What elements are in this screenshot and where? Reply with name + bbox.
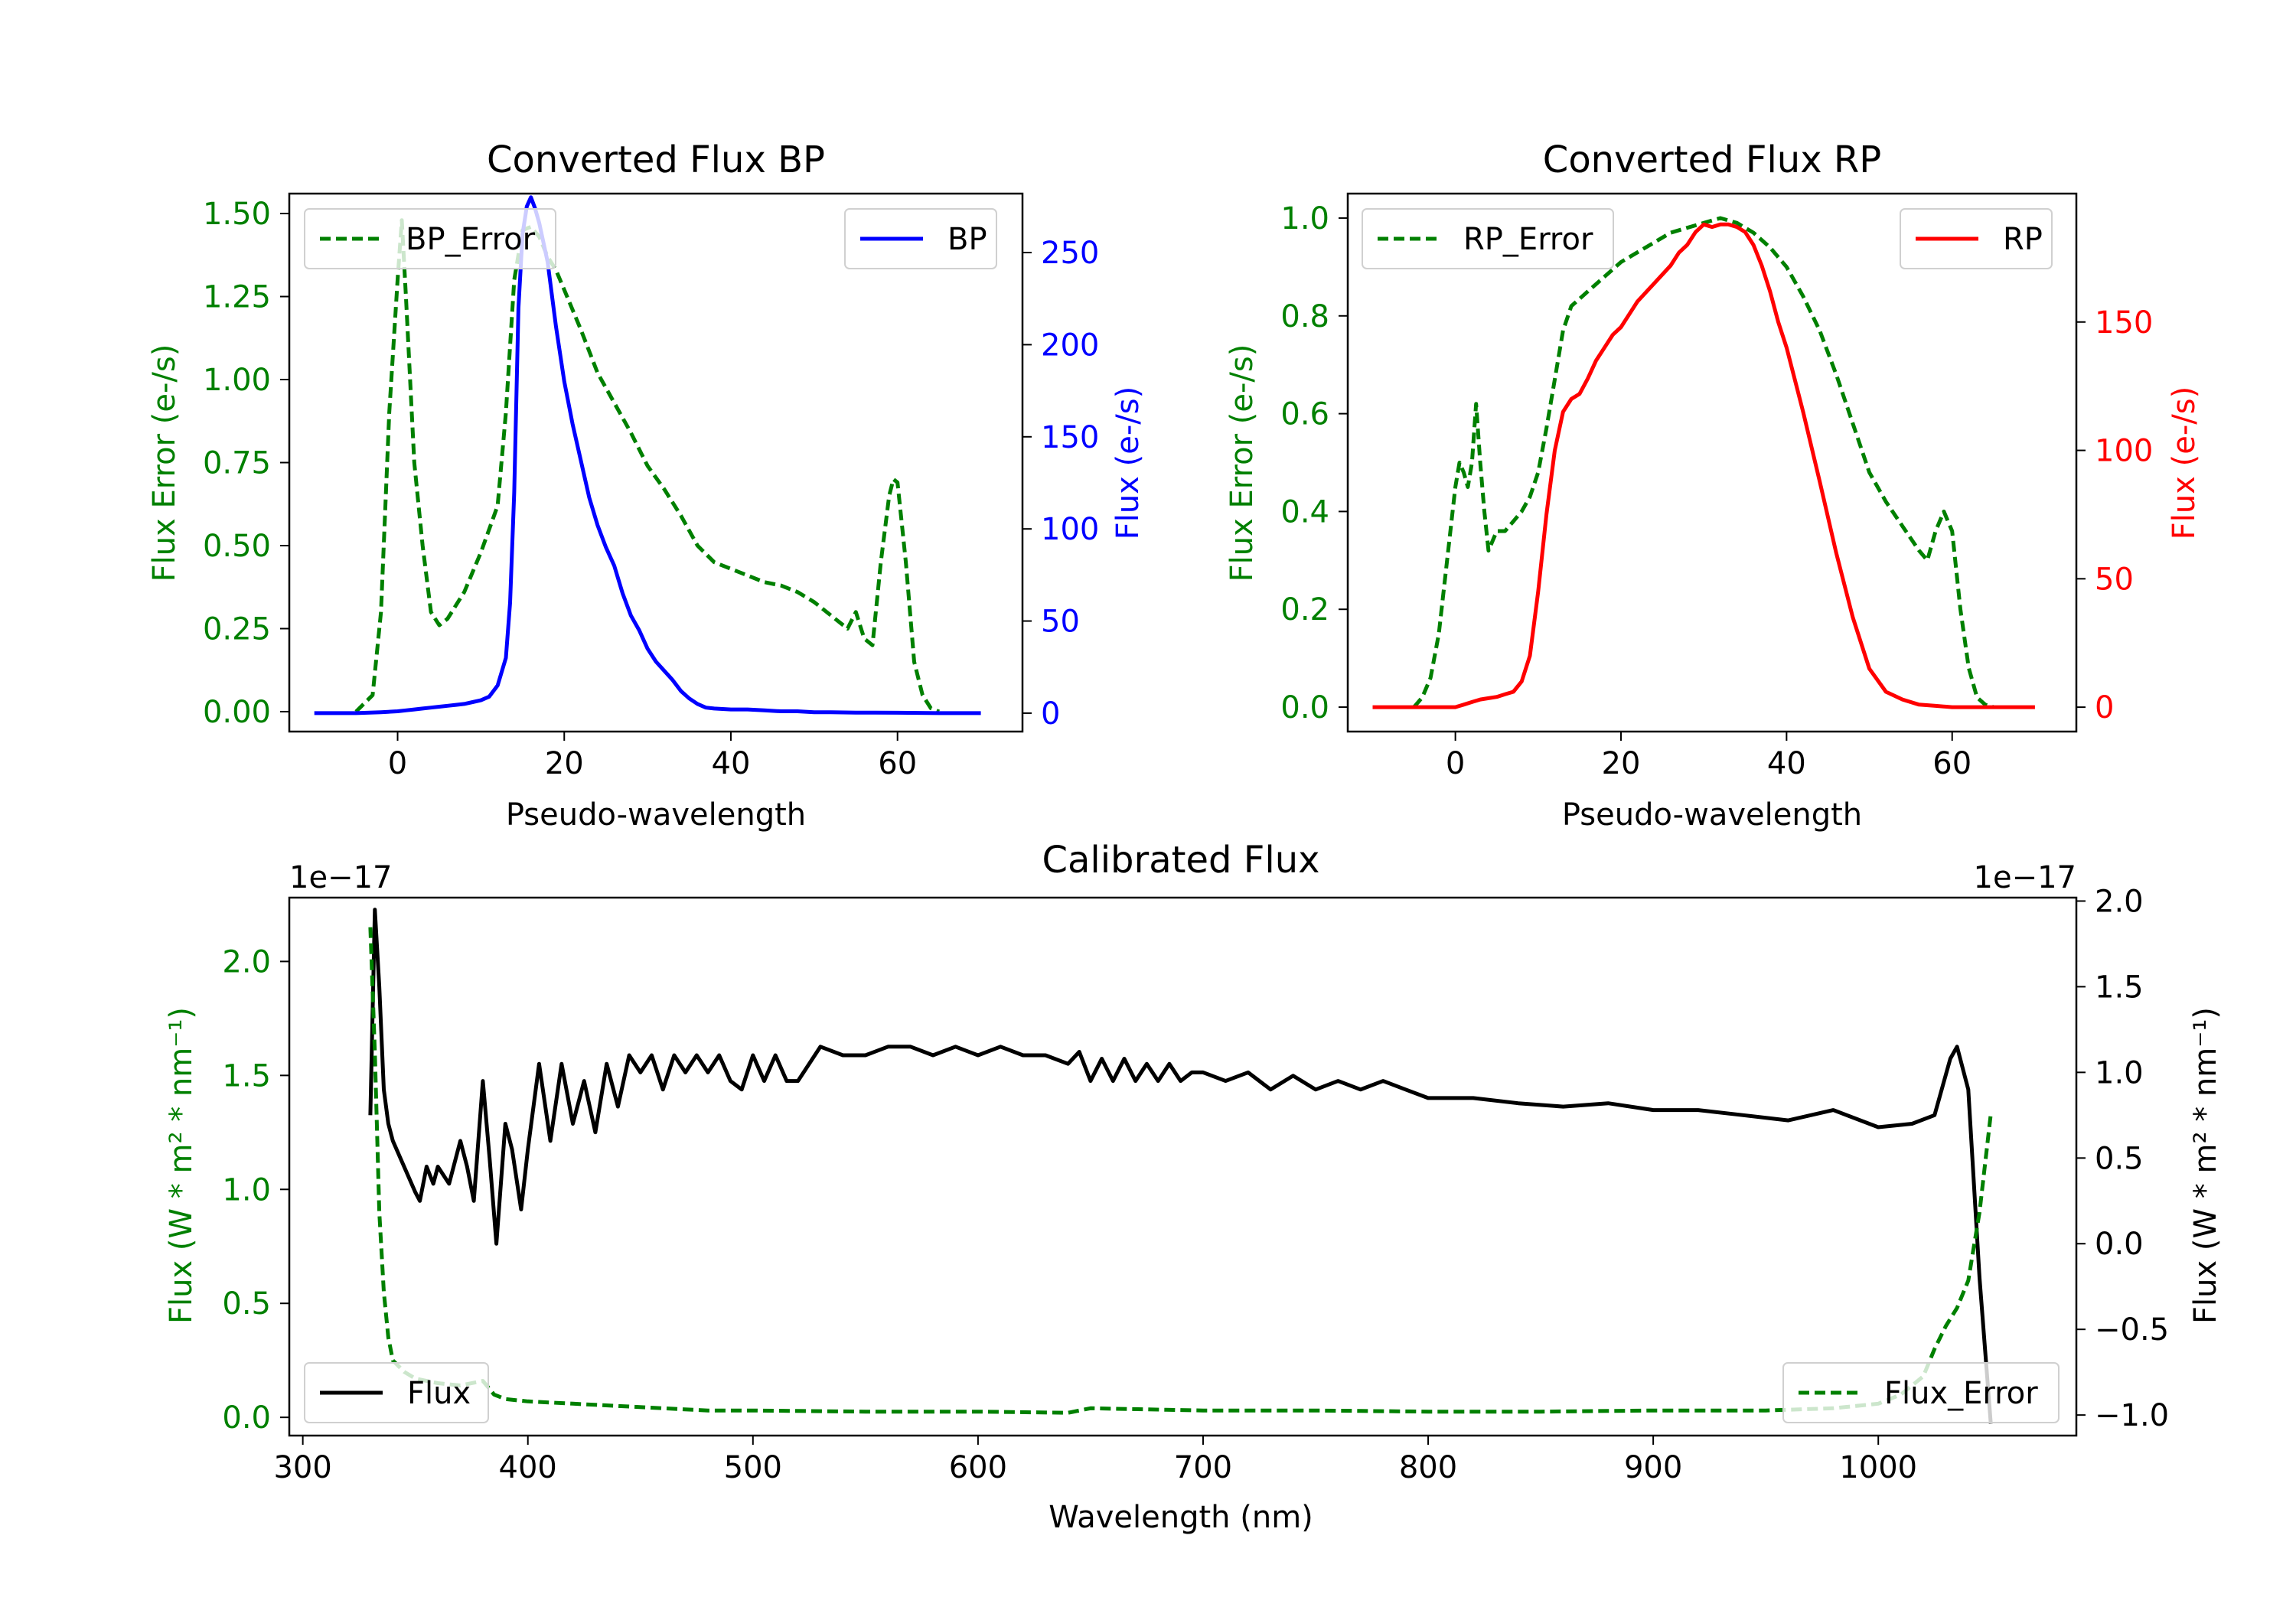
bp-x-tick-label: 60 [878,746,917,781]
rp-left-tick-label: 0.8 [1280,299,1329,334]
bp-legend-left-label: BP_Error [406,222,536,257]
rp-left-tick-label: 0.6 [1280,397,1329,432]
bp-left-y-label: Flux Error (e-/s) [147,344,182,582]
rp-series-rp-error [1412,216,1994,709]
cal-x-ticks: 300 400 500 600 700 800 900 1000 [273,1436,1917,1485]
cal-left-offset: 1e−17 [289,860,392,895]
cal-legend-right: Flux_Error [1782,1362,2060,1423]
cal-left-tick-label: 2.0 [222,944,271,980]
bp-left-tick-label: 0.00 [203,695,271,730]
bp-right-ticks: 0 50 100 150 200 250 [1022,236,1099,732]
bp-left-tick-label: 0.75 [203,446,271,481]
cal-right-tick-label: −1.0 [2095,1398,2169,1433]
bp-title: Converted Flux BP [487,139,825,181]
bp-left-tick-label: 1.25 [203,280,271,315]
bp-left-tick-label: 0.25 [203,611,271,647]
cal-x-label: Wavelength (nm) [1049,1500,1313,1535]
rp-series-rp [1372,222,2035,709]
cal-x-tick-label: 400 [499,1450,557,1485]
rp-right-tick-label: 0 [2095,690,2114,725]
bp-left-tick-label: 0.50 [203,529,271,564]
rp-legend-right: RP [1900,208,2053,269]
bp-right-y-label: Flux (e-/s) [1110,386,1146,539]
bp-series-bp-error [354,218,941,714]
rp-axes-frame [1346,192,2078,733]
bp-legend-right: BP [844,208,997,269]
rp-x-tick-label: 0 [1446,746,1465,781]
bp-right-tick-label: 150 [1041,420,1099,455]
cal-left-y-label: Flux (W * m² * nm⁻¹) [164,1007,199,1324]
rp-left-tick-label: 0.4 [1280,494,1329,530]
rp-right-tick-label: 100 [2095,434,2153,469]
cal-legend-left-label: Flux [407,1376,471,1411]
cal-right-offset: 1e−17 [1974,860,2076,895]
rp-legend-left: RP_Error [1362,208,1614,269]
cal-right-tick-label: 1.5 [2095,970,2144,1005]
cal-right-tick-label: 1.0 [2095,1055,2144,1090]
cal-left-ticks: 0.0 0.5 1.0 1.5 2.0 [222,944,289,1436]
cal-title: Calibrated Flux [1042,839,1319,882]
rp-left-tick-label: 0.0 [1280,690,1329,725]
bp-series-bp [314,195,981,715]
bp-panel: Converted Flux BP 0 20 40 60 0.000.250.500.… [147,139,1146,833]
cal-left-tick-label: 0.0 [222,1400,271,1436]
cal-x-tick-label: 900 [1624,1450,1682,1485]
cal-right-tick-label: 0.0 [2095,1227,2144,1262]
rp-left-tick-label: 0.2 [1280,592,1329,627]
rp-left-y-label: Flux Error (e-/s) [1225,344,1260,582]
bp-x-ticks: 0 20 40 60 [388,732,917,781]
cal-legend-right-label: Flux_Error [1884,1376,2038,1411]
rp-right-tick-label: 150 [2095,305,2153,341]
bp-legend-right-label: BP [947,222,987,257]
cal-x-tick-label: 800 [1399,1450,1457,1485]
bp-x-tick-label: 20 [545,746,584,781]
cal-left-tick-label: 1.5 [222,1058,271,1094]
cal-x-tick-label: 300 [273,1450,331,1485]
rp-legend-left-label: RP_Error [1463,222,1593,257]
cal-x-tick-label: 700 [1174,1450,1232,1485]
cal-x-tick-label: 500 [724,1450,782,1485]
cal-left-tick-label: 0.5 [222,1286,271,1322]
cal-right-ticks: −1.0 −0.5 0.0 0.5 1.0 1.5 2.0 [2076,884,2169,1433]
rp-panel: Converted Flux RP 0 20 40 60 0.00.20.40.60.… [1225,139,2202,833]
cal-right-tick-label: 0.5 [2095,1141,2144,1176]
cal-legend-left: Flux [304,1362,489,1423]
calibrated-panel: Calibrated Flux 1e−17 1e−17 300 400 500 600… [164,839,2223,1535]
cal-right-tick-label: −0.5 [2095,1312,2169,1348]
bp-left-tick-label: 1.00 [203,363,271,398]
rp-x-tick-label: 60 [1932,746,1971,781]
bp-x-tick-label: 0 [388,746,407,781]
cal-x-tick-label: 1000 [1839,1450,1917,1485]
bp-plot-lines [314,195,981,715]
bp-legend-left: BP_Error [304,208,556,269]
rp-legend-right-label: RP [2003,222,2043,257]
bp-right-tick-label: 50 [1041,605,1080,640]
rp-left-ticks: 0.0 0.2 0.4 0.6 0.8 1.0 [1280,201,1348,725]
rp-x-tick-label: 40 [1767,746,1806,781]
bp-right-tick-label: 100 [1041,512,1099,547]
bp-right-tick-label: 250 [1041,236,1099,271]
bp-right-tick-label: 200 [1041,328,1099,363]
bp-x-label: Pseudo-wavelength [506,797,806,833]
rp-left-tick-label: 1.0 [1280,201,1329,236]
rp-x-label: Pseudo-wavelength [1562,797,1862,833]
bp-x-tick-label: 40 [712,746,751,781]
rp-right-y-label: Flux (e-/s) [2167,386,2202,539]
rp-right-tick-label: 50 [2095,562,2134,597]
rp-right-ticks: 0 50 100 150 [2076,305,2153,725]
cal-series-flux [368,908,1993,1424]
cal-x-tick-label: 600 [949,1450,1007,1485]
bp-left-ticks: 0.00 0.25 0.50 0.75 1.00 1.25 1.50 [203,197,289,730]
cal-right-tick-label: 2.0 [2095,884,2144,919]
rp-title: Converted Flux RP [1543,139,1881,181]
rp-x-tick-label: 20 [1602,746,1641,781]
cal-left-tick-label: 1.0 [222,1172,271,1208]
bp-left-tick-label: 1.50 [203,197,271,232]
cal-right-y-label: Flux (W * m² * nm⁻¹) [2188,1007,2223,1324]
bp-right-tick-label: 0 [1041,696,1060,732]
cal-axes-frame [288,896,2078,1437]
rp-plot-lines [1372,216,2035,709]
rp-x-ticks: 0 20 40 60 [1446,732,1971,781]
